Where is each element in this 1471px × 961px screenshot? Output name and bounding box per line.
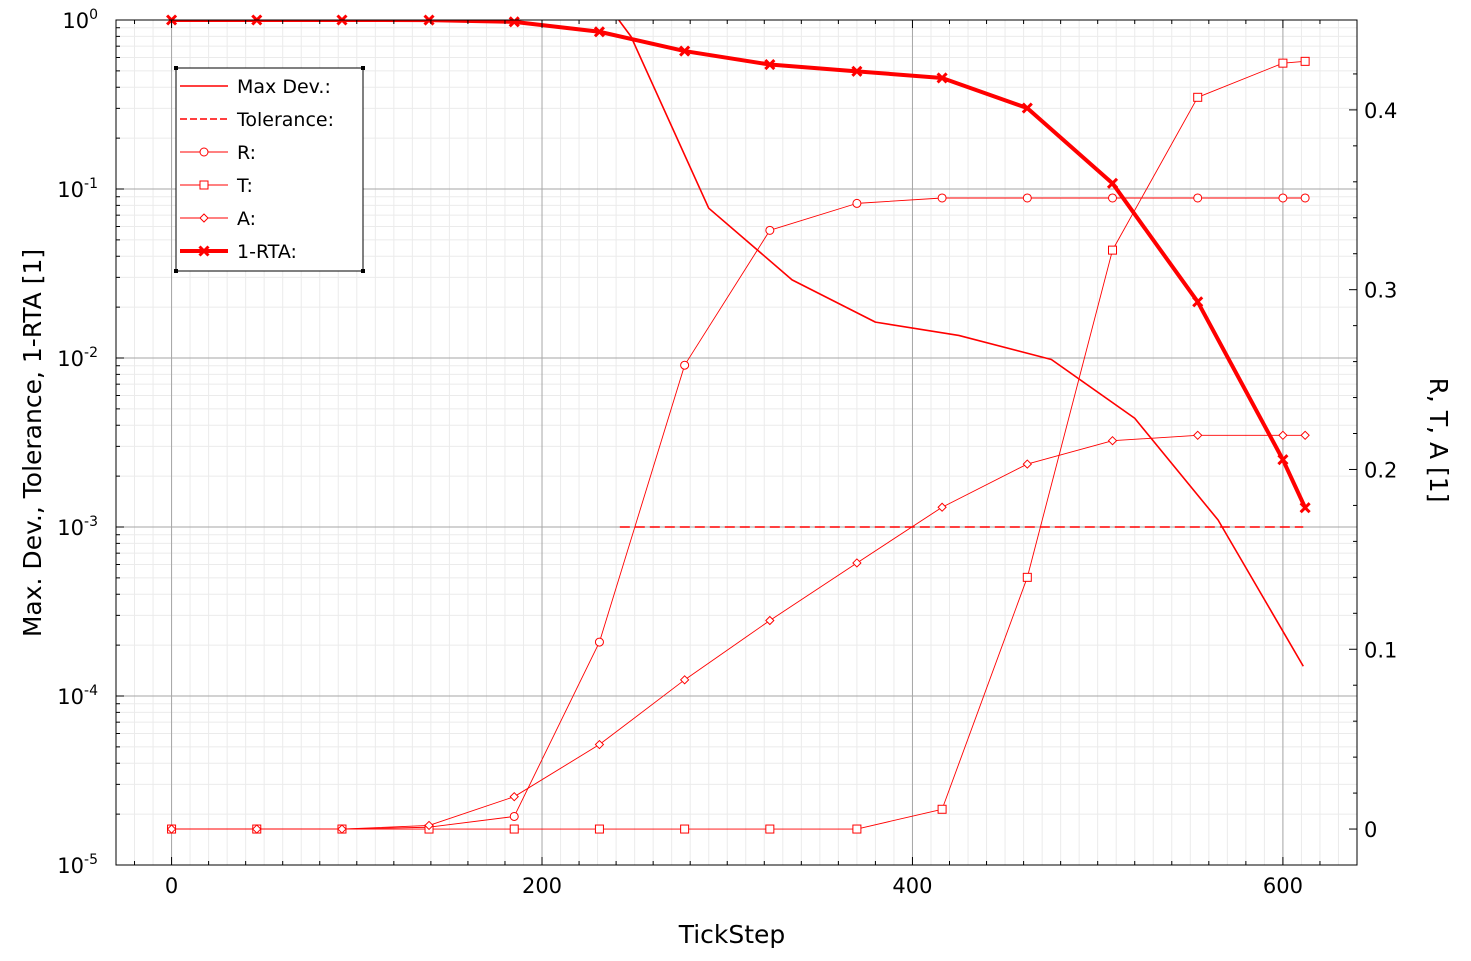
data-point-circle [937,193,947,203]
data-point-x [851,65,863,77]
series-a [166,430,1310,834]
data-point-diamond [1022,459,1033,469]
data-point-diamond [509,791,519,802]
x-tick-label: 400 [892,874,932,898]
data-point-circle [1193,193,1203,203]
data-point-square [1108,245,1118,255]
data-point-square [1300,56,1310,66]
data-point-diamond [1300,430,1310,441]
legend-item: 1-RTA: [180,241,297,263]
legend-label: 1-RTA: [237,241,297,263]
data-point-square [765,824,775,834]
y-tick-label: 10-1 [57,176,98,202]
y2-tick-label: 0.3 [1364,279,1397,303]
legend-handle [174,66,178,70]
series-line [617,20,1304,667]
data-point-x [1299,502,1311,514]
data-point-diamond [199,213,209,223]
data-point-x [679,45,691,57]
y2-tick-label: 0.1 [1364,638,1397,662]
data-point-square [680,824,690,834]
y-tick-label: 10-2 [57,345,98,371]
y-tick-label: 10-5 [57,852,98,878]
legend-label: A: [237,208,256,230]
data-point-diamond [594,739,605,750]
y2-axis-label: R, T, A [1] [1424,378,1453,503]
data-point-diamond [1193,430,1203,441]
data-point-diamond [937,502,947,512]
y-axis-label: Max. Dev., Tolerance, 1-RTA [1] [18,249,47,637]
y2-tick-label: 0.4 [1364,99,1397,123]
data-point-diamond [337,824,347,834]
data-point-x [198,245,210,257]
data-point-x [764,58,776,71]
data-point-diamond [166,824,177,834]
y-tick-label: 10-3 [57,514,98,540]
data-point-square [1193,92,1203,102]
data-point-circle [1108,193,1118,203]
legend-item: Tolerance: [180,109,334,131]
legend-item: A: [180,208,256,230]
x-tick-label: 200 [522,874,562,898]
data-point-square [1278,58,1288,68]
data-point-x [936,72,948,84]
y2-tick-label: 0.2 [1364,458,1397,482]
legend-label: Max Dev.: [237,76,331,98]
series-max-dev [617,20,1304,667]
data-point-diamond [852,558,862,568]
data-point-circle [1022,193,1032,203]
data-point-x [1277,454,1289,466]
data-point-square [1022,572,1032,582]
data-point-x [1021,102,1033,114]
y-tick-label: 100 [62,7,98,33]
data-point-diamond [252,824,262,834]
data-point-circle [680,360,690,370]
data-point-diamond [1278,430,1288,441]
x-tick-label: 600 [1263,874,1303,898]
y2-tick-label: 0 [1364,818,1377,842]
legend-item: Max Dev.: [180,76,331,98]
data-point-square [852,824,862,834]
legend-handle [361,66,365,70]
legend-handle [361,269,365,273]
data-point-circle [852,198,862,208]
data-point-circle [1278,193,1288,203]
data-point-diamond [1107,435,1118,446]
legend-item: R: [180,142,256,164]
axis-ticks [116,19,1358,866]
data-point-circle [199,147,209,157]
plot-frame [115,19,1358,866]
data-point-circle [1300,193,1310,203]
data-point-square [937,804,947,814]
data-point-circle [594,637,604,647]
legend-box [175,67,364,272]
data-point-circle [509,811,519,821]
data-point-x [508,16,520,28]
data-point-diamond [679,675,690,685]
x-axis-label: TickStep [678,920,786,949]
data-point-x [1106,177,1119,189]
legend-label: Tolerance: [236,109,334,131]
data-point-square [594,824,604,834]
data-point-square [199,180,209,190]
data-point-circle [765,225,775,235]
legend-handle [174,269,178,273]
y-tick-label: 10-4 [57,683,98,709]
legend-item: T: [180,175,253,197]
tick-labels: 0 200 400 600 100 10-1 10-2 10-3 10-4 10-5 0 0.1 0.2… [57,7,1397,898]
data-point-x [593,26,605,38]
legend: Max Dev.: Tolerance: R: T: A: 1-RTA: [174,66,365,273]
data-point-x [1192,296,1204,308]
legend-label: T: [236,175,253,197]
legend-label: R: [237,142,256,164]
data-point-square [509,824,519,834]
data-point-diamond [765,615,775,626]
x-tick-label: 0 [165,874,178,898]
data-point-diamond [424,820,434,831]
